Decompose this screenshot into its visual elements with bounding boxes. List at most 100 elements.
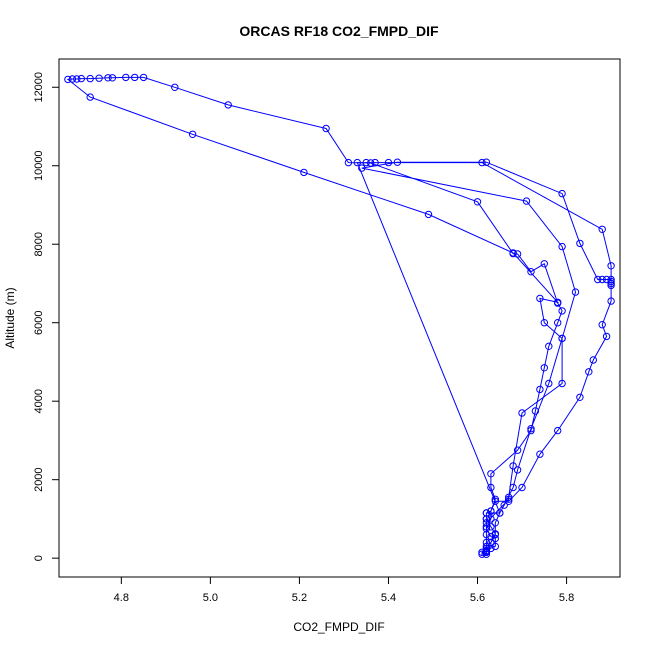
data-point (607, 262, 615, 270)
data-point (554, 426, 562, 435)
data-point (491, 497, 499, 505)
data-point (496, 509, 504, 517)
data-point (491, 519, 499, 527)
data-point (491, 542, 499, 551)
data-point (188, 130, 197, 139)
y-tick-label: 2000 (33, 467, 45, 491)
data-point (424, 210, 433, 219)
x-tick-label: 5.4 (381, 592, 396, 604)
data-point (367, 159, 375, 167)
data-point (509, 462, 517, 470)
data-point (482, 550, 491, 558)
data-point (473, 198, 482, 206)
data-point (371, 158, 379, 167)
data-point (505, 493, 513, 501)
data-point (558, 334, 566, 343)
data-point (224, 101, 232, 109)
data-point (505, 497, 513, 505)
data-point (487, 515, 495, 523)
data-point (518, 483, 526, 492)
data-point (527, 268, 535, 276)
y-tick-label: 0 (33, 555, 45, 561)
data-point (482, 509, 491, 517)
data-point (558, 189, 566, 198)
data-point (545, 379, 553, 388)
data-point (598, 225, 606, 234)
data-point (482, 548, 491, 556)
data-point (139, 73, 148, 82)
data-point (540, 260, 548, 268)
data-point (487, 523, 495, 531)
data-point (393, 158, 402, 166)
data-point (77, 74, 86, 83)
data-point (513, 466, 522, 474)
data-point (68, 75, 77, 83)
data-point (482, 538, 491, 547)
data-point (585, 368, 593, 376)
y-tick-label: 10000 (33, 150, 45, 181)
y-tick-label: 6000 (33, 310, 45, 334)
data-point (540, 319, 548, 327)
data-point (482, 519, 491, 527)
data-point (487, 507, 495, 515)
x-tick-label: 5.6 (470, 592, 485, 604)
data-point (478, 158, 486, 167)
data-point (513, 446, 522, 454)
x-axis: 4.8 5.0 5.2 5.4 5.6 5.8 (114, 576, 574, 604)
data-point (108, 74, 117, 82)
x-tick-label: 5.8 (559, 592, 574, 604)
data-point (522, 197, 531, 205)
data-point (171, 83, 179, 92)
data-point (598, 275, 606, 284)
data-point (558, 307, 566, 315)
data-point (527, 425, 535, 433)
y-tick-label: 8000 (33, 232, 45, 256)
y-axis: 0 2000 4000 6000 8000 10000 12000 (33, 72, 60, 561)
data-point (513, 250, 522, 258)
data-point (300, 168, 308, 177)
data-point (536, 385, 544, 394)
y-tick-label: 4000 (33, 389, 45, 413)
x-tick-label: 5.0 (203, 592, 218, 604)
data-point (540, 364, 548, 372)
data-point (64, 75, 72, 84)
data-points (64, 73, 615, 558)
data-point (531, 407, 540, 415)
data-point (362, 158, 370, 167)
data-point (607, 297, 615, 305)
data-point (607, 277, 615, 286)
data-point (482, 546, 491, 554)
data-point (491, 530, 499, 539)
data-point (554, 319, 562, 327)
data-point (602, 275, 611, 284)
data-point (598, 321, 606, 329)
data-point (576, 239, 584, 248)
data-point (491, 534, 499, 543)
data-point (491, 495, 499, 503)
data-point (322, 124, 330, 133)
data-point (509, 483, 517, 492)
data-point (500, 501, 508, 509)
plot-frame (58, 58, 621, 578)
data-point (602, 332, 611, 341)
data-point (104, 74, 112, 82)
x-axis-label: CO2_FMPD_DIF (293, 620, 384, 634)
data-point (558, 379, 566, 388)
data-point (505, 495, 513, 503)
data-point (527, 426, 535, 435)
data-point (518, 409, 526, 417)
data-point (545, 342, 553, 350)
x-tick-label: 5.2 (292, 592, 307, 604)
data-point (482, 530, 491, 539)
data-point (73, 75, 81, 83)
data-point (571, 288, 580, 296)
series-line (66, 76, 612, 557)
data-point (482, 158, 491, 166)
y-tick-label: 12000 (33, 72, 45, 103)
data-point (478, 548, 486, 556)
data-point (384, 158, 393, 167)
data-point (482, 542, 491, 551)
data-point (576, 393, 584, 401)
data-point (86, 93, 94, 101)
